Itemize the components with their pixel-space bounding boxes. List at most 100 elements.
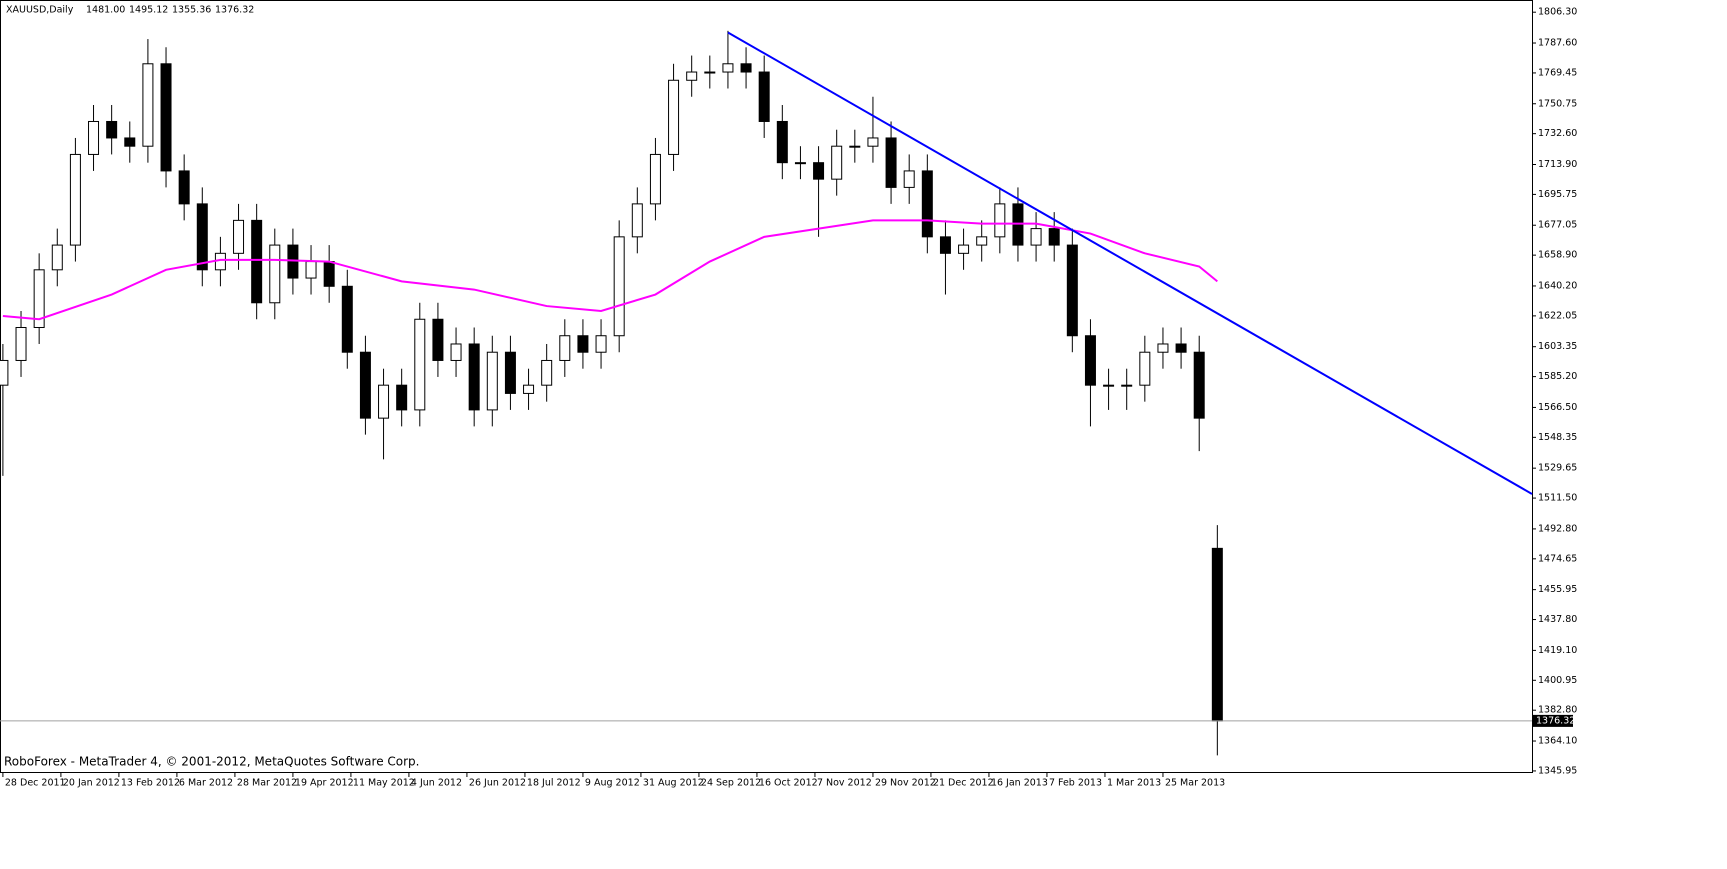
candle-body — [1048, 228, 1060, 246]
x-tick-label: 7 Nov 2012 — [817, 778, 872, 789]
plot-frame — [0, 0, 1533, 773]
y-tick-label: 1677.05 — [1538, 220, 1577, 231]
y-tick-label: 1732.60 — [1538, 128, 1577, 139]
y-tick-label: 1806.30 — [1538, 7, 1577, 18]
y-tick-label: 1640.20 — [1538, 280, 1577, 291]
trend-line — [727, 31, 1533, 495]
candle-body — [649, 153, 661, 205]
y-tick-label: 1382.80 — [1538, 705, 1577, 716]
candle-body — [378, 384, 390, 419]
x-tick-label: 24 Sep 2012 — [701, 778, 761, 789]
x-tick-label: 21 Dec 2012 — [933, 778, 994, 789]
candle-body — [51, 244, 63, 271]
candle-body — [1030, 228, 1042, 246]
candle-body — [233, 219, 245, 254]
x-tick-label: 6 Mar 2012 — [179, 778, 233, 789]
x-tick-label: 29 Nov 2012 — [875, 778, 936, 789]
x-tick-label: 4 Jun 2012 — [411, 778, 462, 789]
candle-body — [269, 244, 281, 304]
candle-body — [704, 71, 716, 74]
x-tick-label: 25 Mar 2013 — [1165, 778, 1225, 789]
y-tick-label: 1437.80 — [1538, 614, 1577, 625]
candle-body — [468, 343, 480, 411]
last-price-box — [1533, 714, 1573, 727]
candle-body — [849, 145, 861, 148]
candle-body — [251, 219, 263, 304]
candle-body — [921, 170, 933, 238]
x-tick-label: 16 Jan 2013 — [991, 778, 1048, 789]
candle-body — [1103, 384, 1115, 387]
candle-body — [432, 318, 444, 361]
y-tick-label: 1364.10 — [1538, 736, 1577, 747]
y-tick-label: 1658.90 — [1538, 250, 1577, 261]
header-value: 1376.32 — [215, 5, 254, 16]
y-tick-label: 1345.95 — [1538, 765, 1577, 776]
candle-body — [577, 335, 589, 353]
candle-body — [486, 351, 498, 411]
x-tick-label: 7 Feb 2013 — [1049, 778, 1102, 789]
candle-body — [323, 261, 335, 287]
x-tick-label: 9 Aug 2012 — [585, 778, 640, 789]
candle-body — [939, 236, 951, 254]
x-tick-label: 18 Jul 2012 — [527, 778, 581, 789]
header-value: 1495.12 — [129, 5, 168, 16]
y-tick-label: 1455.95 — [1538, 584, 1577, 595]
candle-body — [668, 79, 680, 155]
x-tick-label: 26 Jun 2012 — [469, 778, 526, 789]
candle-body — [831, 145, 843, 180]
candle-body — [341, 285, 353, 353]
candle-body — [15, 326, 27, 361]
candle-body — [631, 203, 643, 238]
candle-body — [613, 236, 625, 337]
candle-body — [359, 351, 371, 419]
y-tick-label: 1529.65 — [1538, 463, 1577, 474]
last-price-label: 1376.32 — [1536, 715, 1575, 726]
y-tick-label: 1419.10 — [1538, 645, 1577, 656]
candle-body — [722, 63, 734, 73]
candle-body — [903, 170, 915, 188]
candle-body — [305, 261, 317, 279]
candle-body — [976, 236, 988, 246]
candle-body — [867, 137, 879, 147]
candle-body — [1157, 343, 1169, 353]
y-tick-label: 1603.35 — [1538, 341, 1577, 352]
y-tick-label: 1750.75 — [1538, 98, 1577, 109]
y-tick-label: 1695.75 — [1538, 189, 1577, 200]
candle-body — [1193, 351, 1205, 419]
header-value: 1355.36 — [172, 5, 211, 16]
moving-average — [2, 219, 1218, 321]
candle-body — [1211, 547, 1223, 722]
candle-body — [1084, 335, 1096, 386]
candle-body — [178, 170, 190, 205]
x-tick-label: 16 Oct 2012 — [759, 778, 818, 789]
candle-body — [813, 162, 825, 180]
candle-body — [396, 384, 408, 411]
candle-body — [124, 137, 136, 147]
symbol-label: XAUUSD,Daily — [6, 5, 74, 16]
x-tick-label: 11 May 2012 — [353, 778, 415, 789]
y-tick-label: 1787.60 — [1538, 38, 1577, 49]
y-tick-label: 1511.50 — [1538, 493, 1577, 504]
candle-body — [196, 203, 208, 271]
candle-body — [0, 359, 9, 386]
y-tick-label: 1548.35 — [1538, 432, 1577, 443]
x-tick-label: 28 Dec 2011 — [5, 778, 66, 789]
candle-body — [994, 203, 1006, 238]
candle-body — [142, 63, 154, 147]
candle-body — [1139, 351, 1151, 386]
candle-body — [776, 120, 788, 164]
candle-body — [160, 63, 172, 172]
y-tick-label: 1622.05 — [1538, 310, 1577, 321]
candle-body — [33, 269, 45, 328]
candle-body — [1175, 343, 1187, 353]
candle-body — [1066, 244, 1078, 337]
candle-body — [69, 153, 81, 246]
candle-body — [88, 120, 100, 155]
candle-body — [758, 71, 770, 122]
candle-body — [595, 335, 607, 353]
candle-body — [885, 137, 897, 188]
y-tick-label: 1769.45 — [1538, 67, 1577, 78]
y-tick-label: 1474.65 — [1538, 553, 1577, 564]
candle-body — [1121, 384, 1133, 387]
